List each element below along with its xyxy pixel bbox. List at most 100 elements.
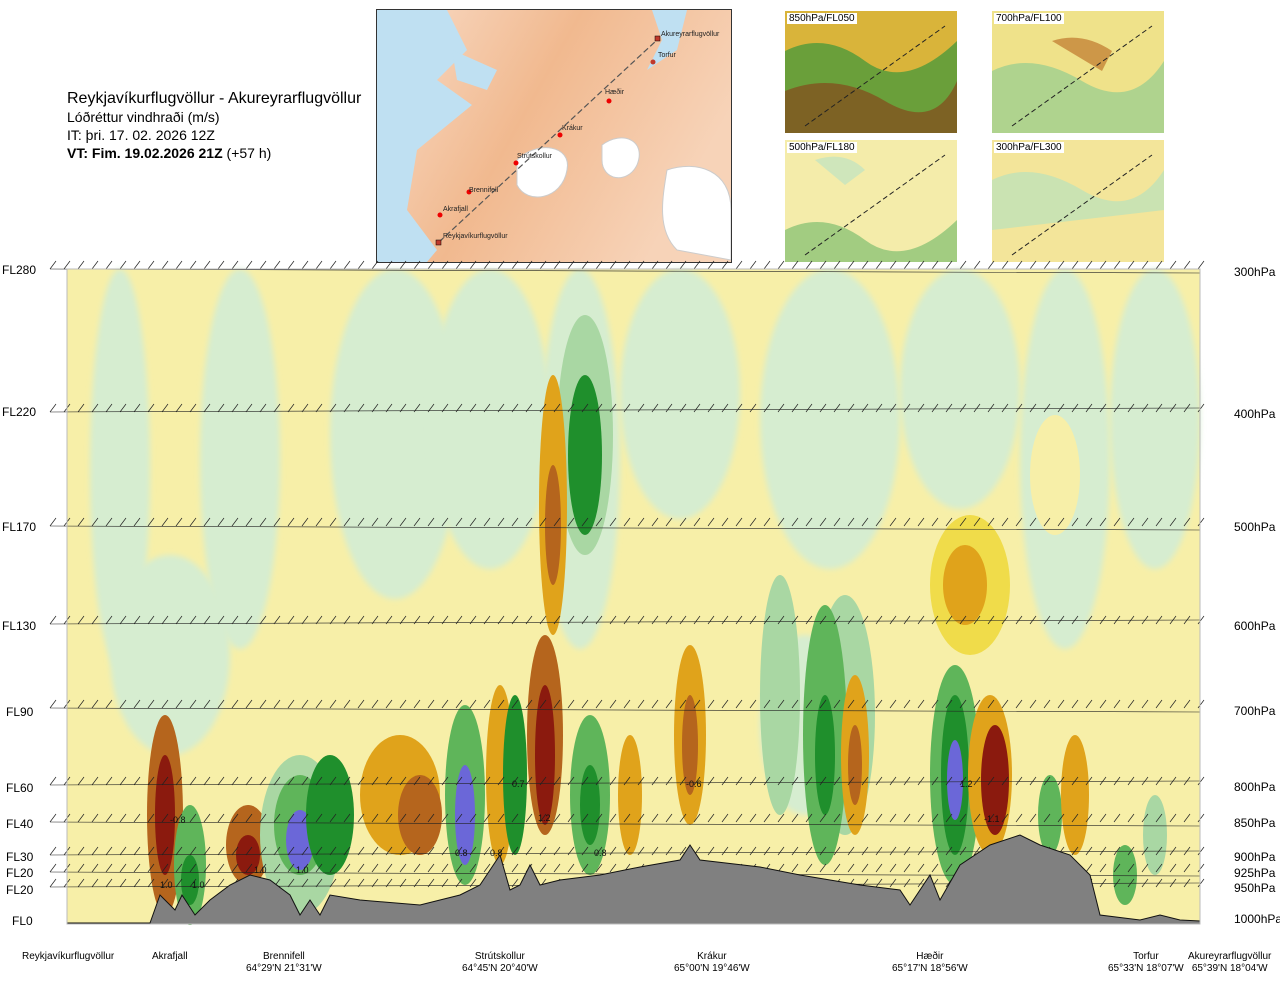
wind-barb: [847, 699, 855, 709]
wind-barb: [763, 846, 771, 856]
wind-barb: [1099, 813, 1107, 823]
wind-barb: [679, 517, 687, 527]
wind-barb: [973, 846, 981, 856]
wind-barb: [399, 863, 407, 873]
wind-barb: [1169, 260, 1177, 270]
wind-barb: [1141, 863, 1149, 873]
wind-barb: [749, 615, 757, 625]
wind-barb: [959, 403, 967, 413]
wind-barb: [539, 813, 547, 823]
wind-barb: [637, 260, 645, 270]
wind-barb: [917, 813, 925, 823]
wind-barb: [693, 813, 701, 823]
wind-barb: [469, 863, 477, 873]
wind-barb: [567, 813, 575, 823]
wind-barb: [805, 863, 813, 873]
wind-barb: [931, 863, 939, 873]
wind-barb: [651, 846, 659, 856]
wind-barb: [469, 260, 477, 270]
field-cell: [545, 465, 561, 585]
wind-barb: [231, 813, 239, 823]
wind-barb: [259, 863, 267, 873]
thumbnail-label: 300hPa/FL300: [994, 142, 1064, 153]
wind-barb: [399, 776, 407, 786]
wind-barb: [357, 517, 365, 527]
wind-barb: [791, 776, 799, 786]
wind-barb: [1183, 699, 1191, 709]
wind-barb: [147, 846, 155, 856]
wind-barb: [399, 403, 407, 413]
wind-barb: [945, 776, 953, 786]
wind-barb: [119, 699, 127, 709]
wind-barb: [553, 813, 561, 823]
wind-barb: [315, 517, 323, 527]
field-band: [330, 269, 460, 599]
wind-barb: [427, 260, 435, 270]
wind-barb: [805, 403, 813, 413]
wind-barb: [707, 517, 715, 527]
wind-barb: [105, 615, 113, 625]
wind-barb: [203, 615, 211, 625]
wind-barb: [665, 699, 673, 709]
x-location: Strútskollur 64°45'N 20°40'W: [462, 951, 538, 975]
thumbnail-300[interactable]: 300hPa/FL300: [992, 140, 1164, 262]
wind-barb: [567, 699, 575, 709]
thumbnail-500[interactable]: 500hPa/FL180: [785, 140, 957, 262]
wind-barb: [1183, 813, 1191, 823]
wind-barb: [357, 813, 365, 823]
wind-barb: [637, 813, 645, 823]
wind-barb: [763, 615, 771, 625]
wind-barb: [847, 260, 855, 270]
wind-barb: [637, 403, 645, 413]
wind-barb: [315, 878, 323, 888]
wind-barb: [427, 846, 435, 856]
wind-barb: [595, 517, 603, 527]
wind-barb: [595, 403, 603, 413]
thumbnail-850[interactable]: 850hPa/FL050: [785, 11, 957, 133]
wind-barb: [819, 260, 827, 270]
wind-barb: [357, 878, 365, 888]
wind-barb: [441, 878, 449, 888]
wind-barb: [637, 615, 645, 625]
wind-barb: [273, 699, 281, 709]
wind-barb: [147, 260, 155, 270]
wind-barb: [539, 517, 547, 527]
wind-barb: [329, 615, 337, 625]
wind-barb: [637, 776, 645, 786]
wind-barb: [609, 615, 617, 625]
wind-barb: [511, 699, 519, 709]
wind-barb: [623, 260, 631, 270]
wind-barb: [679, 699, 687, 709]
wind-barb: [77, 776, 85, 786]
wind-barb: [217, 699, 225, 709]
wind-barb: [931, 403, 939, 413]
field-band: [620, 269, 740, 519]
wind-barb: [679, 615, 687, 625]
thumbnail-700[interactable]: 700hPa/FL100: [992, 11, 1164, 133]
field-cell: [155, 755, 175, 875]
wind-barb: [735, 846, 743, 856]
wind-barb: [497, 517, 505, 527]
wind-barb: [315, 863, 323, 873]
wind-barb: [217, 260, 225, 270]
wind-barb: [455, 846, 463, 856]
wind-barb: [1071, 699, 1079, 709]
wind-barb: [987, 517, 995, 527]
wind-barb: [1127, 813, 1135, 823]
wind-barb: [385, 813, 393, 823]
wind-barb: [231, 615, 239, 625]
wind-barb: [539, 863, 547, 873]
wind-barb: [301, 260, 309, 270]
wind-barb: [581, 615, 589, 625]
wind-barb: [847, 846, 855, 856]
wind-barb: [189, 863, 197, 873]
wind-barb: [385, 403, 393, 413]
field-cell: [580, 765, 600, 845]
wind-barb: [413, 615, 421, 625]
wind-barb: [441, 776, 449, 786]
wind-barb: [581, 813, 589, 823]
wind-barb: [441, 846, 449, 856]
wind-barb: [91, 403, 99, 413]
x-location-name: Brennifell: [263, 951, 305, 962]
wind-barb: [1155, 846, 1163, 856]
